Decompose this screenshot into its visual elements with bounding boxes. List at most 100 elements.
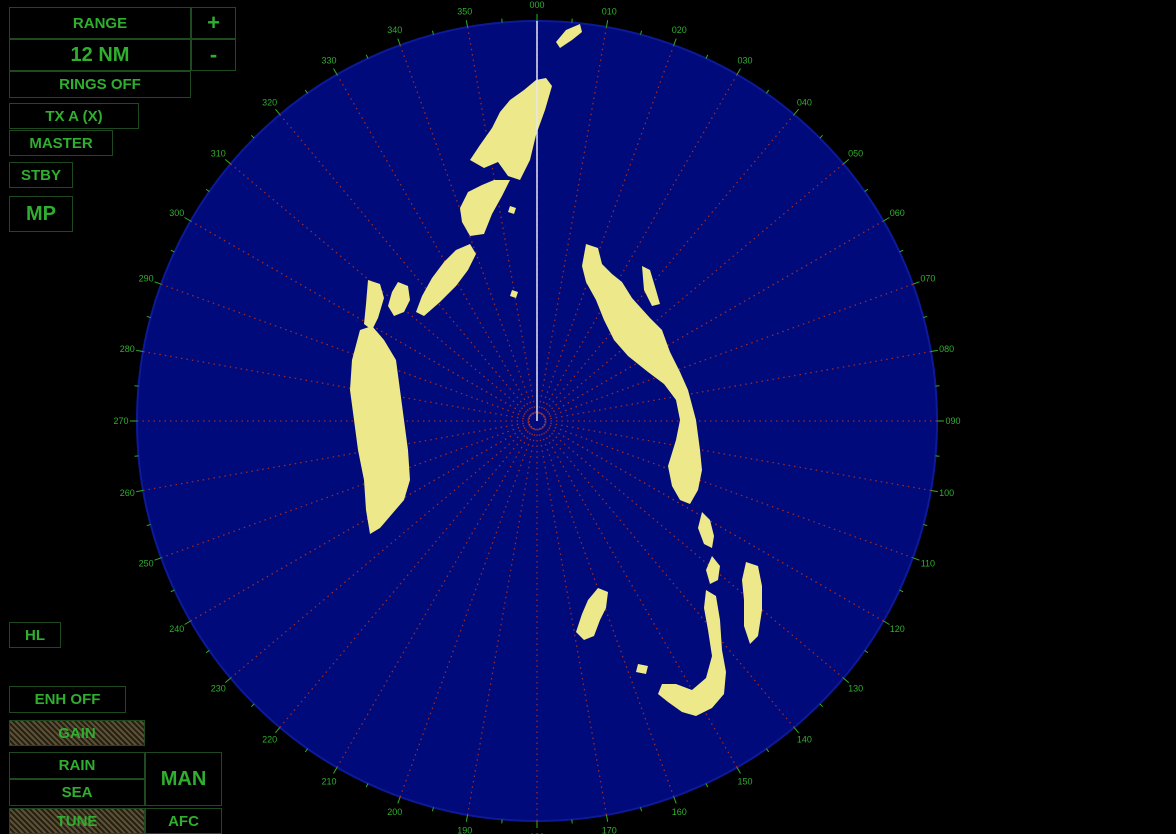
bearing-tick bbox=[883, 620, 890, 625]
bearing-label-090: 090 bbox=[945, 416, 960, 426]
bearing-tick bbox=[899, 589, 904, 593]
bearing-tick bbox=[136, 489, 144, 493]
bearing-label-220: 220 bbox=[262, 735, 277, 745]
transmitter-select-button[interactable]: TX A (X) bbox=[9, 103, 139, 129]
bearing-tick bbox=[397, 796, 401, 804]
bearing-tick bbox=[250, 134, 255, 139]
echo-south-hook bbox=[658, 590, 726, 716]
bearing-tick bbox=[705, 783, 709, 788]
range-decrease-button[interactable]: - bbox=[191, 39, 236, 71]
bearing-label-350: 350 bbox=[457, 6, 472, 16]
bearing-tick bbox=[923, 524, 928, 527]
bearing-label-050: 050 bbox=[848, 149, 863, 159]
bearing-tick bbox=[736, 68, 741, 75]
echo-north-chain bbox=[470, 78, 552, 180]
echo-east-flank bbox=[612, 282, 632, 316]
sea-button[interactable]: SEA bbox=[9, 779, 145, 806]
bearing-tick bbox=[205, 650, 210, 654]
echo-mid-chain bbox=[460, 180, 510, 236]
bearing-tick bbox=[605, 20, 609, 28]
bearing-tick bbox=[883, 217, 890, 222]
bearing-tick bbox=[640, 807, 643, 812]
bearing-tick bbox=[170, 589, 175, 593]
bearing-tick bbox=[864, 650, 869, 654]
bearing-tick bbox=[864, 188, 869, 192]
bearing-label-020: 020 bbox=[672, 25, 687, 35]
bearing-label-200: 200 bbox=[387, 807, 402, 817]
bearing-tick bbox=[146, 524, 151, 527]
bearing-label-140: 140 bbox=[797, 735, 812, 745]
echo-west-island-top-2 bbox=[388, 282, 410, 316]
echo-south-small bbox=[636, 664, 648, 674]
bearing-label-230: 230 bbox=[211, 683, 226, 693]
echo-east-south-2 bbox=[706, 556, 720, 584]
bearing-tick bbox=[793, 727, 799, 734]
bearing-tick bbox=[170, 249, 175, 253]
enhance-button[interactable]: ENH OFF bbox=[9, 686, 126, 713]
bearing-tick bbox=[146, 315, 151, 318]
range-increase-button[interactable]: + bbox=[191, 7, 236, 39]
echo-north-small-2 bbox=[508, 206, 516, 214]
bearing-tick bbox=[819, 134, 824, 139]
bearing-tick bbox=[136, 349, 144, 353]
bearing-tick bbox=[640, 30, 643, 35]
bearing-label-290: 290 bbox=[139, 274, 154, 284]
bearing-tick bbox=[912, 281, 920, 285]
bearing-label-160: 160 bbox=[672, 807, 687, 817]
bearing-label-260: 260 bbox=[120, 488, 135, 498]
bearing-tick bbox=[673, 796, 677, 804]
bearing-tick bbox=[705, 54, 709, 59]
bearing-tick bbox=[154, 281, 162, 285]
bearing-label-110: 110 bbox=[921, 558, 935, 568]
bearing-tick bbox=[465, 814, 469, 822]
bearing-tick bbox=[205, 188, 210, 192]
bearing-label-120: 120 bbox=[890, 624, 905, 634]
bearing-tick bbox=[930, 489, 938, 493]
bearing-tick bbox=[275, 727, 281, 734]
standby-button[interactable]: STBY bbox=[9, 162, 73, 188]
bearing-tick bbox=[766, 748, 770, 753]
echo-spit bbox=[416, 244, 476, 316]
bearing-label-190: 190 bbox=[457, 826, 472, 834]
bearing-label-210: 210 bbox=[321, 776, 336, 786]
echo-north-chain-top bbox=[556, 24, 582, 48]
rings-toggle-button[interactable]: RINGS OFF bbox=[9, 71, 191, 98]
bearing-tick bbox=[912, 557, 920, 561]
echo-north-small-1 bbox=[510, 290, 518, 298]
bearing-tick bbox=[673, 38, 677, 46]
bearing-label-030: 030 bbox=[737, 56, 752, 66]
bearing-tick bbox=[154, 557, 162, 561]
bearing-label-250: 250 bbox=[139, 558, 154, 568]
bearing-label-060: 060 bbox=[890, 208, 905, 218]
bearing-label-180: 180 bbox=[529, 832, 544, 834]
bearing-label-310: 310 bbox=[211, 149, 226, 159]
bearing-label-100: 100 bbox=[939, 488, 954, 498]
heading-line-button[interactable]: HL bbox=[9, 622, 61, 648]
afc-button[interactable]: AFC bbox=[145, 808, 222, 834]
bearing-tick bbox=[365, 783, 369, 788]
gain-button[interactable]: GAIN bbox=[9, 720, 145, 746]
bearing-label-270: 270 bbox=[113, 416, 128, 426]
bearing-label-300: 300 bbox=[169, 208, 184, 218]
bearing-tick bbox=[431, 30, 434, 35]
bearing-tick bbox=[184, 217, 191, 222]
bearing-label-240: 240 bbox=[169, 624, 184, 634]
echo-east-long bbox=[742, 562, 762, 644]
bearing-label-170: 170 bbox=[602, 826, 617, 834]
bearing-tick bbox=[224, 677, 231, 683]
bearing-tick bbox=[224, 159, 231, 165]
bearing-tick bbox=[465, 20, 469, 28]
mp-button[interactable]: MP bbox=[9, 196, 73, 232]
tune-button[interactable]: TUNE bbox=[9, 808, 145, 834]
bearing-label-130: 130 bbox=[848, 683, 863, 693]
echo-east-south-1 bbox=[698, 512, 714, 548]
manual-mode-button[interactable]: MAN bbox=[145, 752, 222, 806]
bearing-label-330: 330 bbox=[321, 56, 336, 66]
bearing-tick bbox=[184, 620, 191, 625]
master-button[interactable]: MASTER bbox=[9, 130, 113, 156]
rain-button[interactable]: RAIN bbox=[9, 752, 145, 779]
bearing-label-280: 280 bbox=[120, 344, 135, 354]
bearing-scale: 000 010 020 030 040 050 060 070 080 090 100 110 120 1… bbox=[113, 0, 960, 834]
echo-west-island-top bbox=[364, 280, 384, 330]
